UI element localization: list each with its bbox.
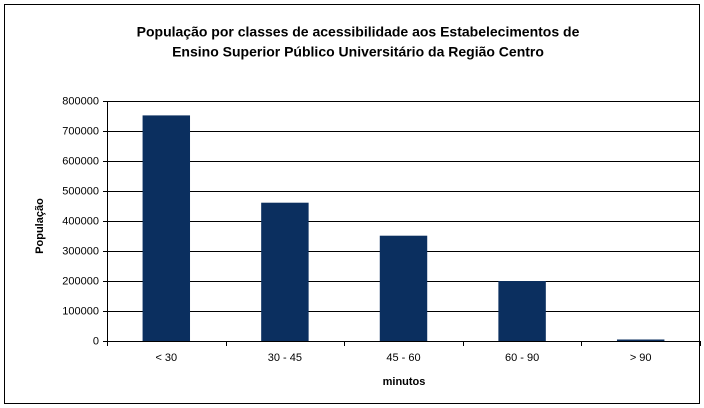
x-tick-label: 30 - 45 [268,352,302,364]
y-axis-title: População [34,198,46,254]
bar [498,281,546,341]
x-tick-label: 45 - 60 [386,352,420,364]
bar [379,235,428,341]
x-axis-title: minutos [383,376,426,388]
y-tick-label: 500000 [62,185,99,197]
y-tick-label: 400000 [62,215,99,227]
y-tick-label: 300000 [62,245,99,257]
bar [616,339,665,341]
x-tick-label: > 90 [630,352,652,364]
y-tick-label: 800000 [62,95,99,107]
chart-title: Ensino Superior Público Universitário da… [172,44,544,60]
chart-frame [4,4,700,404]
x-tick-label: < 30 [155,352,177,364]
y-tick-label: 700000 [62,125,99,137]
x-tick-label: 60 - 90 [505,352,539,364]
bar [261,202,309,341]
y-tick-label: 0 [93,335,99,347]
chart-title: População por classes de acessibilidade … [137,24,580,40]
y-tick-label: 600000 [62,155,99,167]
y-tick-label: 100000 [62,305,99,317]
y-tick-label: 200000 [62,275,99,287]
bar [142,115,191,342]
